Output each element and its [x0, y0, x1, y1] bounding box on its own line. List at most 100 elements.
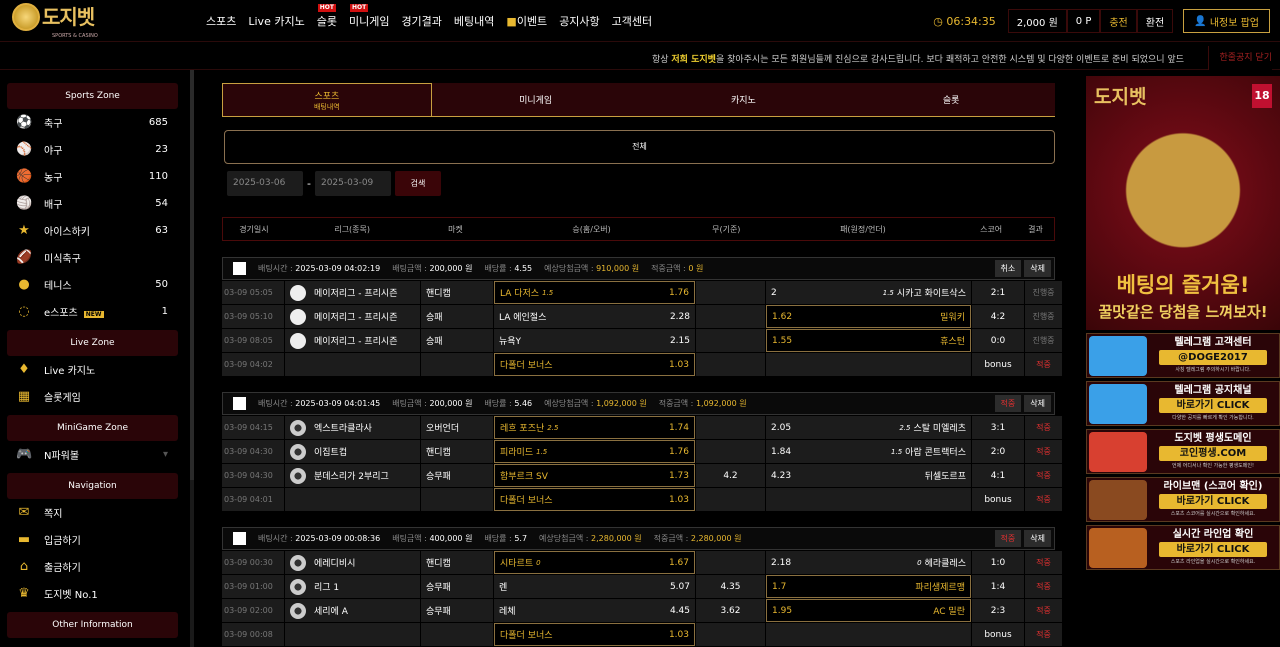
nav-item[interactable]: Live 카지노: [248, 13, 304, 29]
nav-item[interactable]: 공지사항: [559, 13, 599, 29]
close-notice-button[interactable]: 한줄공지 닫기: [1208, 46, 1272, 70]
side-banner[interactable]: 실시간 라인업 확인 바로가기 CLICK 스포츠 라인업을 실시간으로 확인하세요…: [1086, 525, 1280, 570]
away-pick[interactable]: [766, 623, 971, 646]
hot-badge: HOT: [349, 4, 369, 12]
draw-odds[interactable]: [696, 623, 765, 646]
home-pick[interactable]: 시타르트 0 1.67: [494, 551, 695, 574]
nav-item[interactable]: HOT 슬롯: [317, 4, 337, 29]
bet-action-button[interactable]: 적중: [994, 395, 1022, 412]
draw-odds[interactable]: 3.62: [696, 599, 765, 622]
tab-1[interactable]: 미니게임: [432, 83, 640, 116]
home-pick[interactable]: LA 에인절스 2.28: [494, 305, 695, 328]
label-text: 배구: [44, 200, 63, 211]
nav-item[interactable]: ■이벤트: [506, 13, 547, 29]
home-pick[interactable]: 피라미드 1.5 1.76: [494, 440, 695, 463]
site-logo[interactable]: 도지벳 SPORTS & CASINO: [12, 2, 110, 39]
sidebar-item[interactable]: ✉ 쪽지: [0, 499, 190, 526]
nav-item[interactable]: 스포츠: [206, 13, 236, 29]
away-pick[interactable]: 2.05 2.5 스탈 미엘레츠: [766, 416, 971, 439]
bet-action-button[interactable]: 취소: [994, 260, 1022, 277]
home-pick[interactable]: 레흐 포즈난 2.5 1.74: [494, 416, 695, 439]
draw-odds[interactable]: [696, 488, 765, 511]
age-18-icon: 18: [1252, 84, 1272, 108]
sidebar-item[interactable]: ⚽ 축구 685: [0, 109, 190, 136]
home-pick[interactable]: 뉴욕Y 2.15: [494, 329, 695, 352]
draw-odds[interactable]: [696, 281, 765, 304]
side-banner[interactable]: 라이브맨 (스코어 확인) 바로가기 CLICK 스포츠 스코어를 실시간으로 확인…: [1086, 477, 1280, 522]
search-button[interactable]: 검색: [394, 171, 441, 196]
date-to-input[interactable]: 2025-03-09: [314, 171, 391, 196]
away-pick[interactable]: 1.95 AC 밀란: [766, 599, 971, 622]
sidebar-item[interactable]: ▦ 슬롯게임: [0, 383, 190, 410]
draw-odds[interactable]: [696, 353, 765, 376]
nav-item[interactable]: 고객센터: [612, 13, 652, 29]
away-pick[interactable]: [766, 353, 971, 376]
sidebar-scrollbar[interactable]: [190, 70, 194, 647]
draw-odds[interactable]: [696, 329, 765, 352]
deposit-button[interactable]: 충전: [1100, 9, 1137, 33]
sidebar-item[interactable]: 🎮 N파워볼 ▾: [0, 441, 190, 468]
select-checkbox[interactable]: [233, 532, 246, 545]
draw-odds[interactable]: [696, 551, 765, 574]
home-pick[interactable]: 함부르크 SV 1.73: [494, 464, 695, 487]
nav-item[interactable]: HOT 미니게임: [349, 4, 389, 29]
away-pick[interactable]: 1.55 휴스턴: [766, 329, 971, 352]
nav-item[interactable]: 경기결과: [401, 13, 441, 29]
away-pick[interactable]: 1.62 밀워키: [766, 305, 971, 328]
side-banner[interactable]: 도지벳 평생도메인 코인평생.COM 언제 어디서나 확인 가능한 평생도메인!: [1086, 429, 1280, 474]
side-banner[interactable]: 텔레그램 고객센터 @DOGE2017 사칭 텔레그램 주의하시기 바랍니다.: [1086, 333, 1280, 378]
league-name: 분데스리가 2부리그: [314, 472, 389, 482]
select-checkbox[interactable]: [233, 397, 246, 410]
home-odds: 4.45: [669, 605, 690, 616]
sidebar-item[interactable]: ◌ e스포츠 NEW 1: [0, 298, 190, 325]
side-banner[interactable]: 텔레그램 공지채널 바로가기 CLICK 다양한 공지를 빠르게 확인 가능합니다.: [1086, 381, 1280, 426]
bet-action-button[interactable]: 적중: [994, 530, 1022, 547]
away-pick[interactable]: 2.18 0 헤라클레스: [766, 551, 971, 574]
draw-odds[interactable]: [696, 305, 765, 328]
home-pick[interactable]: LA 다저스 1.5 1.76: [494, 281, 695, 304]
date-from-input[interactable]: 2025-03-06: [227, 171, 303, 196]
sidebar-item[interactable]: ● 테니스 50: [0, 271, 190, 298]
tab-0[interactable]: 스포츠 배팅내역: [222, 83, 432, 116]
home-pick[interactable]: 다폴더 보너스 1.03: [494, 353, 695, 376]
banner-cta: @DOGE2017: [1159, 350, 1267, 365]
bet-action-button[interactable]: 삭제: [1024, 530, 1051, 547]
sidebar-item[interactable]: ⌂ 출금하기: [0, 553, 190, 580]
away-pick[interactable]: 1.84 1.5 아랍 콘트랙터스: [766, 440, 971, 463]
tab-2[interactable]: 카지노: [640, 83, 848, 116]
sidebar-item[interactable]: ⚾ 야구 23: [0, 136, 190, 163]
home-pick[interactable]: 레체 4.45: [494, 599, 695, 622]
filter-all[interactable]: 전체: [224, 130, 1055, 164]
league: [285, 488, 420, 511]
sidebar-item[interactable]: ♦ Live 카지노: [0, 356, 190, 383]
home-pick[interactable]: 렌 5.07: [494, 575, 695, 598]
home-pick[interactable]: 다폴더 보너스 1.03: [494, 623, 695, 646]
home-pick[interactable]: 다폴더 보너스 1.03: [494, 488, 695, 511]
draw-odds[interactable]: [696, 440, 765, 463]
away-pick[interactable]: 4.23 뒤셀도르프: [766, 464, 971, 487]
bet-slip: 배팅시간 : 2025-03-09 04:02:19 배팅금액 : 200,000…: [222, 257, 1062, 376]
bet-action-button[interactable]: 삭제: [1024, 395, 1051, 412]
nav-item[interactable]: 베팅내역: [454, 13, 494, 29]
tab-3[interactable]: 슬롯: [847, 83, 1055, 116]
bet-action-button[interactable]: 삭제: [1024, 260, 1051, 277]
promo-banner[interactable]: 도지벳 18 베팅의 즐거움! 꿀맛같은 당첨을 느껴보자!: [1086, 76, 1280, 330]
sidebar-item[interactable]: 🏀 농구 110: [0, 163, 190, 190]
sidebar-item[interactable]: ▬ 입금하기: [0, 526, 190, 553]
chevron-down-icon[interactable]: ▾: [162, 449, 168, 460]
league: 세리에 A: [285, 599, 420, 622]
away-pick[interactable]: 1.7 파리생제르맹: [766, 575, 971, 598]
my-info-button[interactable]: 👤 내정보 팝업: [1183, 9, 1270, 33]
sidebar-item[interactable]: ♛ 도지벳 No.1: [0, 580, 190, 607]
select-checkbox[interactable]: [233, 262, 246, 275]
sidebar-item[interactable]: 🏐 배구 54: [0, 190, 190, 217]
draw-odds[interactable]: 4.2: [696, 464, 765, 487]
away-pick[interactable]: [766, 488, 971, 511]
sidebar-item[interactable]: 🏈 미식축구: [0, 244, 190, 271]
score: 1:0: [972, 551, 1024, 574]
draw-odds[interactable]: 4.35: [696, 575, 765, 598]
withdraw-button[interactable]: 환전: [1136, 9, 1174, 33]
sidebar-item[interactable]: ★ 아이스하키 63: [0, 217, 190, 244]
away-pick[interactable]: 2 1.5 시카고 화이트삭스: [766, 281, 971, 304]
draw-odds[interactable]: [696, 416, 765, 439]
